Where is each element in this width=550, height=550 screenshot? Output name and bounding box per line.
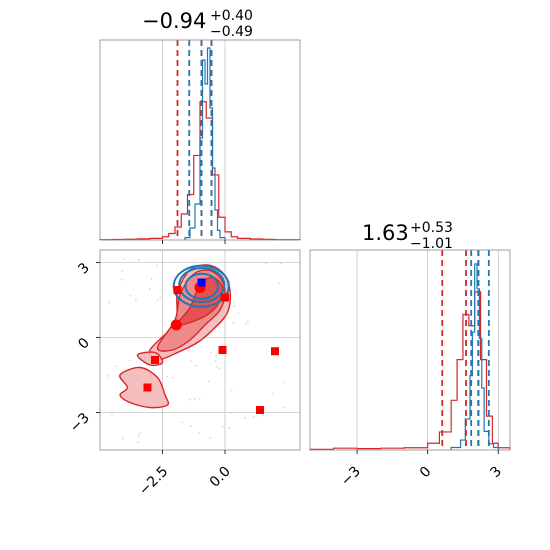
- joint-x-tick-label: −2.5: [136, 464, 171, 499]
- background-sample-point: [193, 397, 196, 400]
- panel-2-x-tick-label: 3: [487, 464, 505, 482]
- title-1-lower: −0.49: [210, 24, 253, 40]
- background-sample-point: [171, 376, 174, 379]
- red-square-marker: [151, 356, 159, 364]
- title-1-upper: +0.40: [210, 8, 253, 24]
- histogram-red-series: [309, 291, 511, 450]
- background-sample-point: [137, 441, 139, 444]
- background-sample-point: [197, 431, 200, 434]
- background-sample-point: [222, 425, 224, 428]
- background-sample-point: [195, 364, 197, 367]
- title-2-median: 1.63: [362, 221, 409, 245]
- background-sample-point: [233, 305, 236, 308]
- background-sample-point: [123, 258, 125, 261]
- title-parameter-2: 1.63 +0.53 −1.01: [362, 220, 453, 252]
- title-2-upper: +0.53: [410, 220, 453, 236]
- joint-y-tick-label: −3: [67, 410, 93, 436]
- title-parameter-1: −0.94 +0.40 −0.49: [142, 8, 253, 40]
- joint-x-tick-label: 0.0: [207, 464, 234, 491]
- background-sample-point: [108, 301, 110, 304]
- background-sample-point: [228, 427, 231, 430]
- background-sample-point: [149, 287, 151, 290]
- background-sample-point: [246, 320, 249, 323]
- background-sample-point: [121, 437, 124, 440]
- background-sample-point: [237, 312, 240, 315]
- histogram-red-series: [99, 101, 301, 241]
- background-sample-point: [128, 359, 131, 362]
- joint-y-tick-label: 3: [75, 260, 93, 278]
- joint-frame: [99, 249, 301, 451]
- background-sample-point: [156, 299, 159, 302]
- background-sample-point: [181, 421, 184, 424]
- red-circle-marker: [170, 319, 182, 331]
- background-sample-point: [244, 417, 246, 420]
- background-sample-point: [198, 398, 201, 400]
- background-sample-point: [232, 321, 235, 324]
- background-sample-point: [230, 389, 233, 392]
- background-sample-point: [150, 278, 153, 280]
- background-sample-point: [230, 412, 233, 415]
- title-2-lower: −1.01: [410, 236, 453, 252]
- background-sample-point: [252, 416, 255, 419]
- background-sample-point: [129, 294, 132, 297]
- background-sample-point: [218, 367, 220, 370]
- panel-2-x-tick-label: −3: [338, 464, 364, 490]
- background-sample-point: [215, 365, 218, 368]
- panel-2-frame: [309, 249, 511, 451]
- background-sample-point: [107, 375, 110, 377]
- background-sample-point: [155, 264, 158, 267]
- blue-density-contour: [178, 267, 226, 303]
- joint-y-tick-label: 0: [75, 335, 93, 353]
- red-square-marker: [173, 286, 182, 294]
- background-sample-point: [188, 347, 191, 350]
- background-sample-point: [283, 381, 286, 384]
- background-sample-point: [280, 262, 283, 264]
- histogram-blue-series: [184, 47, 226, 240]
- background-sample-point: [207, 380, 210, 383]
- background-sample-point: [166, 375, 169, 378]
- joint-contour-panel: −2.5 0.0 3 0 −3: [67, 249, 301, 499]
- background-sample-point: [278, 282, 280, 285]
- blue-density-contour: [184, 272, 219, 300]
- background-sample-point: [111, 413, 113, 415]
- red-square-marker: [143, 383, 152, 392]
- background-sample-point: [272, 392, 275, 395]
- background-sample-point: [215, 354, 218, 357]
- background-sample-point: [139, 432, 141, 435]
- blue-square-marker: [197, 278, 206, 287]
- background-sample-point: [214, 359, 217, 362]
- background-sample-point: [159, 297, 162, 299]
- background-sample-point: [121, 270, 124, 273]
- background-sample-point: [244, 323, 247, 325]
- background-sample-point: [283, 406, 286, 409]
- marginal-histogram-2: −3 0 3: [309, 249, 511, 490]
- background-sample-point: [121, 279, 123, 281]
- background-sample-point: [210, 351, 213, 354]
- background-sample-point: [189, 424, 192, 427]
- background-sample-point: [187, 349, 190, 352]
- red-square-marker: [256, 406, 264, 414]
- background-sample-point: [262, 414, 265, 417]
- red-square-marker: [271, 347, 279, 356]
- background-sample-point: [189, 360, 192, 363]
- panel-2-x-tick-label: 0: [417, 464, 435, 482]
- background-sample-point: [137, 434, 140, 437]
- background-sample-point: [115, 365, 118, 368]
- background-sample-point: [265, 262, 268, 265]
- red-square-marker: [218, 346, 227, 354]
- background-sample-point: [138, 259, 140, 262]
- title-1-median: −0.94: [142, 9, 206, 33]
- background-sample-point: [135, 298, 137, 301]
- panel-1-frame: [99, 39, 301, 241]
- background-sample-point: [189, 398, 191, 401]
- background-sample-point: [209, 437, 211, 439]
- red-square-marker: [221, 293, 229, 302]
- marginal-histogram-1: [99, 39, 301, 244]
